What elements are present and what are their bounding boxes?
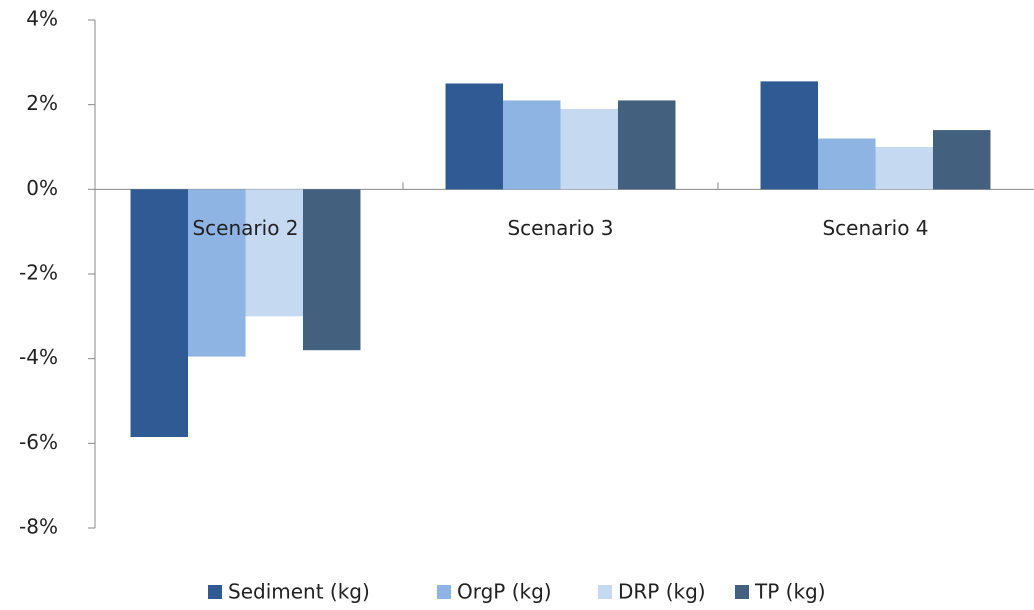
legend-label: TP (kg) bbox=[754, 580, 826, 604]
bar bbox=[932, 130, 991, 190]
x-tick-label: Scenario 3 bbox=[507, 216, 613, 240]
legend-swatch bbox=[598, 585, 612, 599]
bar bbox=[245, 189, 303, 317]
x-tick-label: Scenario 4 bbox=[822, 216, 928, 240]
bar bbox=[503, 100, 561, 190]
bar bbox=[130, 189, 189, 437]
bar bbox=[818, 138, 876, 190]
legend-swatch bbox=[437, 585, 451, 599]
y-tick-label: 2% bbox=[26, 91, 58, 115]
y-tick-label: 0% bbox=[26, 176, 58, 200]
legend-label: OrgP (kg) bbox=[457, 580, 552, 604]
legend-swatch bbox=[208, 585, 222, 599]
y-tick-label: -6% bbox=[19, 430, 58, 454]
bar bbox=[560, 108, 618, 190]
y-tick-label: 4% bbox=[26, 7, 58, 31]
legend-swatch bbox=[735, 585, 749, 599]
bar bbox=[445, 83, 504, 190]
bar bbox=[760, 81, 819, 190]
bar bbox=[188, 189, 246, 357]
y-tick-label: -8% bbox=[19, 515, 58, 539]
x-tick-label: Scenario 2 bbox=[192, 216, 298, 240]
y-tick-label: -4% bbox=[19, 345, 58, 369]
legend-label: DRP (kg) bbox=[618, 580, 706, 604]
bar bbox=[875, 147, 933, 190]
bar bbox=[302, 189, 361, 351]
legend-label: Sediment (kg) bbox=[228, 580, 370, 604]
y-tick-label: -2% bbox=[19, 261, 58, 285]
bar bbox=[617, 100, 676, 190]
